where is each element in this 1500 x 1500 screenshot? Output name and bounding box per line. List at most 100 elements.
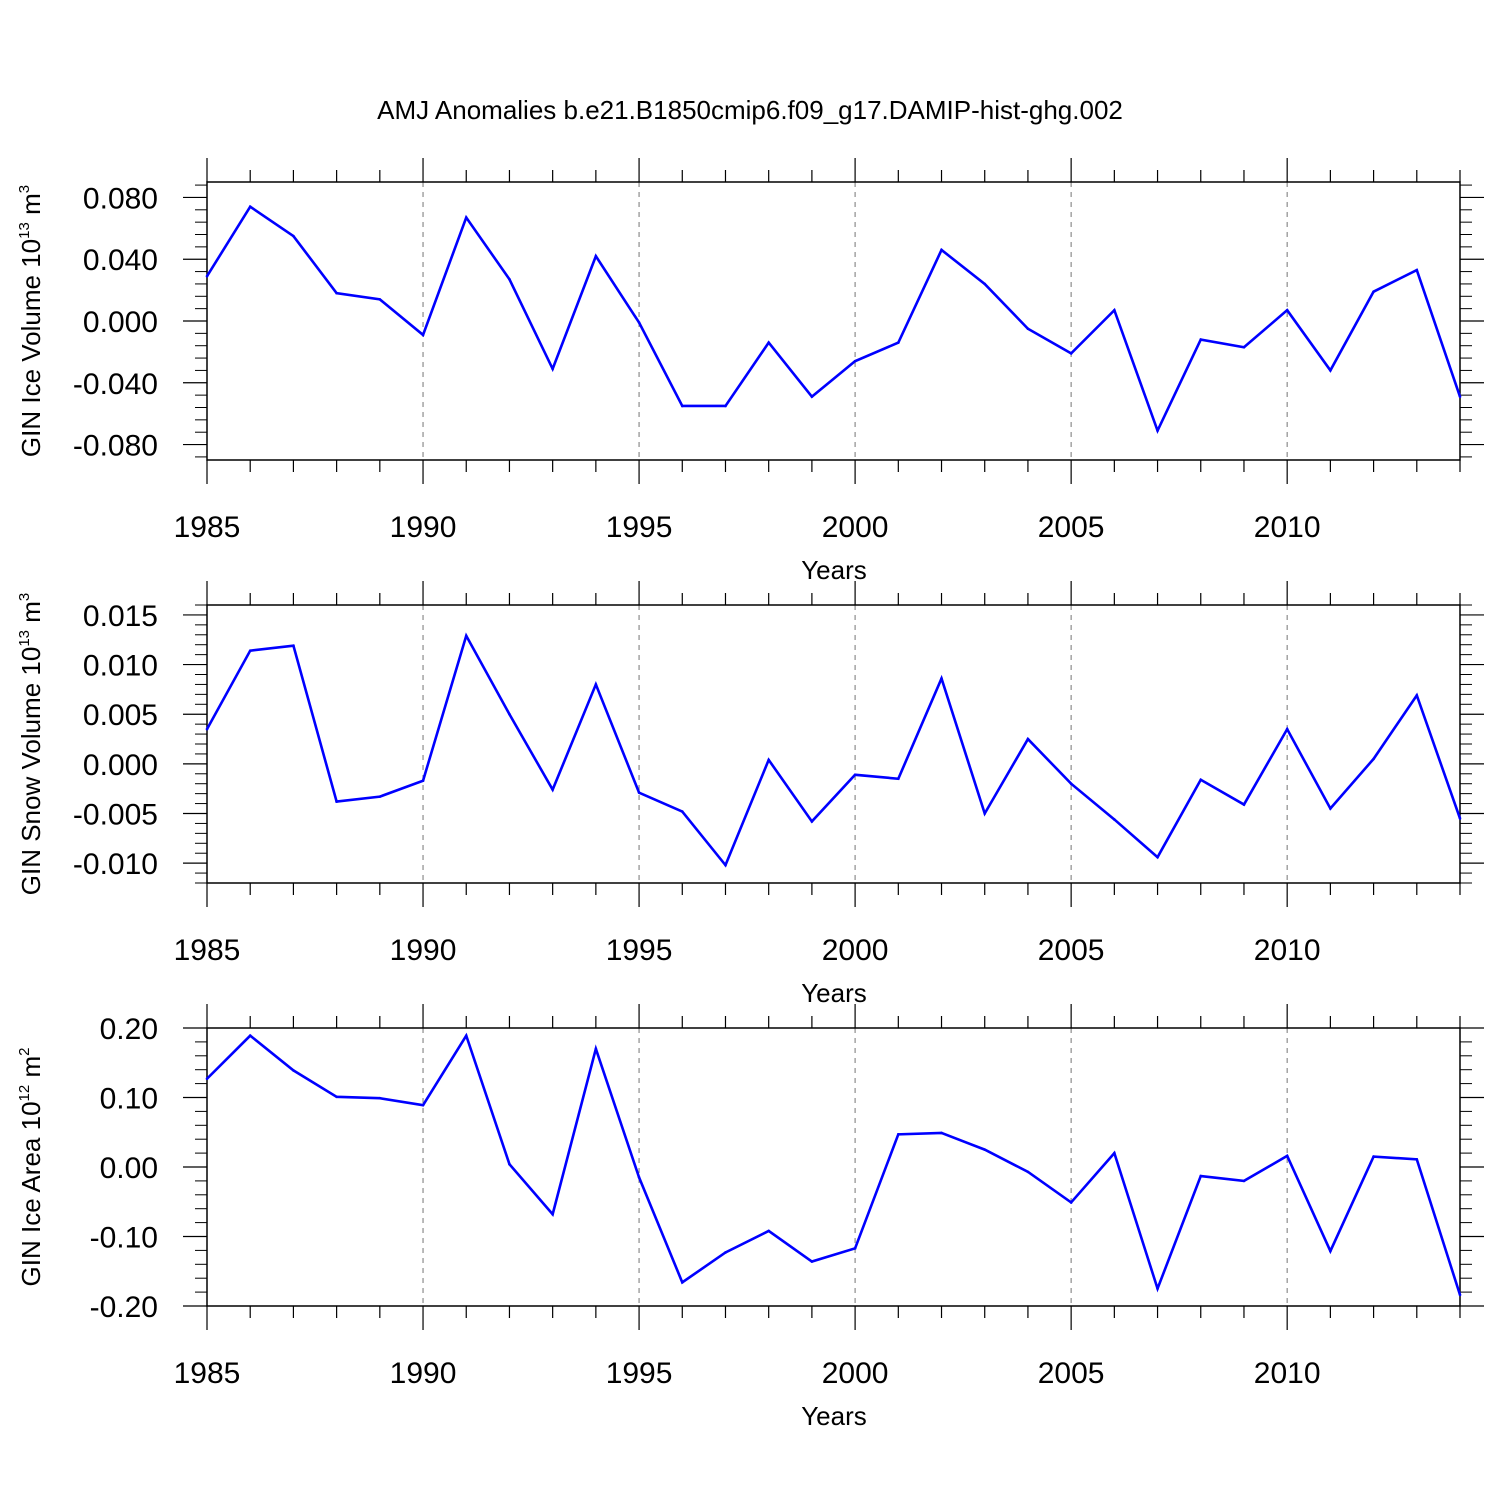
data-point (292, 234, 295, 238)
data-point (1415, 694, 1419, 697)
chart-panel-2: 1985 1990 1995 2000 2005 2010 0.015 0.010 0.005 0… (16, 581, 1484, 1008)
data-point (940, 677, 943, 680)
data-point (1199, 778, 1203, 782)
y-axis-title-text: GIN Ice Area 10 (16, 1101, 46, 1286)
data-point (1069, 1201, 1073, 1204)
data-point (1113, 308, 1116, 312)
data-point (724, 863, 727, 867)
y-tick-label: -0.080 (73, 430, 158, 463)
series-line (205, 204, 1462, 435)
data-point (1026, 327, 1030, 331)
data-point (637, 791, 641, 794)
data-point (897, 1133, 900, 1136)
y-axis-title-exponent: 13 (16, 630, 33, 647)
data-point (1026, 1170, 1030, 1174)
data-point (378, 1096, 382, 1100)
data-point (897, 341, 900, 344)
data-point (810, 1260, 814, 1263)
x-tick-label: 2010 (1254, 1357, 1321, 1390)
data-point (940, 248, 943, 252)
data-point (853, 773, 857, 777)
series-line (205, 632, 1462, 868)
data-point (1458, 1293, 1462, 1297)
x-tick-label: 1985 (174, 1357, 241, 1390)
chart-panel-3: 1985 1990 1995 2000 2005 2010 0.20 0.10 0.00 -0.1… (16, 1004, 1484, 1431)
data-point (1415, 1158, 1419, 1161)
data-point (940, 1131, 943, 1135)
data-point (680, 404, 684, 408)
data-point (983, 1148, 987, 1151)
x-tick-label: 2005 (1038, 934, 1105, 967)
y-tick-label: 0.015 (83, 600, 158, 633)
data-point (1329, 369, 1332, 372)
data-point (421, 1103, 425, 1107)
y-axis-title: GIN Ice Volume 1013 m3 (16, 185, 46, 457)
data-point (1156, 429, 1159, 432)
plot-frame (206, 1027, 1461, 1307)
data-point (853, 359, 857, 363)
data-point (1199, 338, 1203, 341)
y-tick-label: 0.010 (83, 650, 158, 683)
y-tick-label: 0.005 (83, 699, 158, 732)
figure-title: AMJ Anomalies b.e21.B1850cmip6.f09_g17.D… (377, 95, 1123, 125)
x-axis-title: Years (801, 1401, 867, 1431)
data-point (1069, 782, 1073, 786)
data-point (724, 404, 727, 408)
y-axis-title: GIN Snow Volume 1013 m3 (16, 593, 46, 896)
y-axis-title-text: GIN Snow Volume 10 (16, 647, 46, 896)
y-axis-title-exponent: 12 (16, 1085, 33, 1102)
data-point (724, 1251, 727, 1254)
x-tick-label: 2000 (822, 511, 889, 544)
y-tick-label: 0.080 (83, 182, 158, 215)
data-point (983, 282, 987, 286)
y-axis-title-text: m (16, 1056, 46, 1085)
data-point (897, 777, 900, 781)
data-point (551, 788, 554, 791)
data-point (637, 321, 641, 324)
y-tick-label: 0.000 (83, 306, 158, 339)
y-tick-label: 0.00 (100, 1152, 158, 1185)
data-point (1156, 1287, 1159, 1290)
x-tick-label: 2005 (1038, 511, 1105, 544)
x-tick-label: 2000 (822, 1357, 889, 1390)
data-point (1242, 345, 1246, 349)
data-point (1285, 1154, 1289, 1158)
data-point (1329, 1249, 1332, 1253)
data-point (1242, 803, 1246, 806)
data-point (1156, 855, 1159, 859)
data-point (551, 367, 554, 371)
data-point (810, 820, 814, 823)
data-point (464, 634, 468, 638)
data-point (464, 1034, 468, 1037)
y-axis-title-exponent: 2 (16, 1048, 33, 1056)
y-axis-title: GIN Ice Area 1012 m2 (16, 1048, 46, 1287)
data-point (205, 727, 209, 731)
y-tick-label: -0.040 (73, 368, 158, 401)
data-point (1372, 1155, 1375, 1158)
data-point (1458, 817, 1462, 820)
chart-panels: 1985 1990 1995 2000 2005 2010 0.080 0.040 0.000 -… (16, 158, 1484, 1431)
y-axis-title-text: GIN Ice Volume 10 (16, 239, 46, 457)
data-point (767, 1229, 770, 1233)
data-point (464, 216, 468, 219)
y-axis-title-exponent: 13 (16, 222, 33, 239)
x-tick-label: 1985 (174, 934, 241, 967)
data-point (378, 298, 382, 301)
data-point (680, 810, 684, 813)
data-point (292, 644, 295, 648)
x-tick-label: 2010 (1254, 934, 1321, 967)
data-point (1372, 290, 1375, 293)
series-line (206, 1032, 1462, 1296)
y-axis-title-exponent: 3 (16, 185, 33, 193)
x-tick-label: 1990 (390, 511, 457, 544)
x-axis-title: Years (801, 978, 867, 1008)
data-point (1458, 395, 1462, 398)
data-point (378, 795, 382, 798)
data-point (335, 1095, 338, 1099)
data-point (1372, 757, 1375, 761)
data-point (1242, 1179, 1246, 1183)
data-point (1285, 727, 1289, 731)
x-axis-title: Years (801, 555, 867, 585)
data-point (594, 683, 598, 686)
y-axis-title-text: m (16, 601, 46, 630)
